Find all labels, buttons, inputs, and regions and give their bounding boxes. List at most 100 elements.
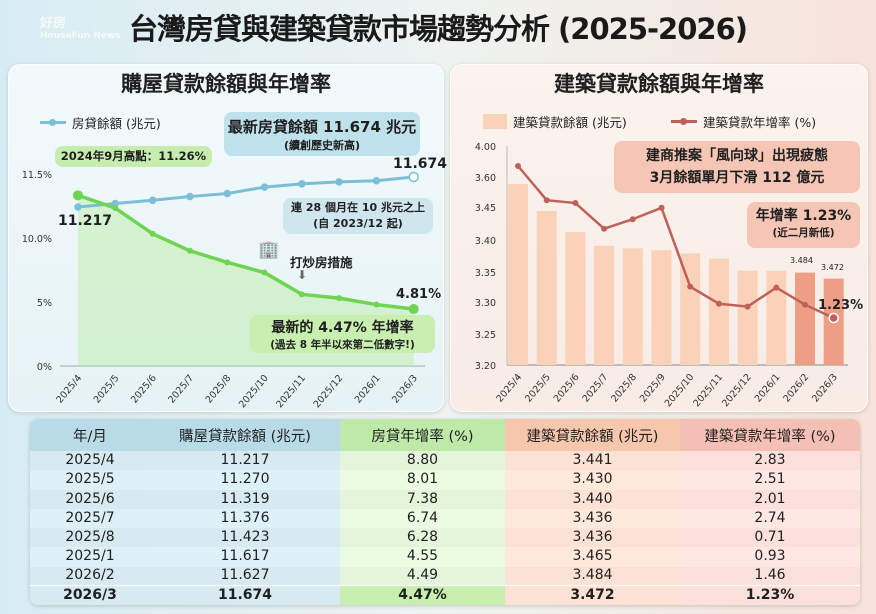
table-row: 2025/4 11.217 8.80 3.441 2.83 — [30, 451, 860, 471]
column-header: 年/月 — [30, 419, 150, 451]
building-money-icon: 🏢 — [258, 240, 280, 260]
table-cell: 1.23% — [680, 585, 860, 605]
bar — [737, 270, 758, 365]
rate-point — [261, 269, 268, 276]
table-cell: 11.674 — [150, 585, 340, 605]
policy-label: 打炒房措施 — [290, 255, 353, 270]
construction-rate-end-label: 1.23% — [818, 298, 864, 313]
rate-point — [715, 300, 722, 307]
balance-line — [77, 175, 414, 209]
rate-point — [543, 197, 550, 204]
table-cell: 2025/6 — [30, 489, 150, 509]
y-tick-label: 0% — [37, 362, 52, 373]
table-cell: 7.38 — [340, 489, 505, 509]
table-cell: 4.47% — [340, 585, 505, 605]
rate-end-label: 4.81% — [396, 287, 442, 302]
table-cell: 3.436 — [505, 528, 680, 548]
watermark-logo: 好房 HouseFun News — [40, 16, 121, 41]
table-cell: 2.74 — [680, 508, 860, 528]
y-tick-label: 3.60 — [475, 173, 496, 184]
table-cell: 4.49 — [340, 566, 505, 586]
table-cell: 2.51 — [680, 470, 860, 490]
x-tick-label: 2025/10 — [663, 372, 697, 409]
table-cell: 8.80 — [340, 451, 505, 471]
rate-point — [408, 304, 419, 315]
rate-point — [186, 247, 193, 254]
column-header: 購屋貸款餘額 (兆元) — [150, 419, 340, 451]
table-row: 2025/1 11.617 4.55 3.465 0.93 — [30, 547, 860, 567]
bar-label-mar: 3.472 — [821, 263, 844, 272]
y-tick-label: 5% — [37, 298, 52, 309]
y-tick-label: 3.25 — [475, 330, 496, 341]
data-table: 年/月 購屋貸款餘額 (兆元) 房貸年增率 (%) 建築貸款餘額 (兆元) 建築貸款年增… — [30, 419, 860, 605]
bar-label-feb: 3.484 — [790, 256, 813, 265]
column-header: 房貸年增率 (%) — [340, 419, 505, 451]
table-cell: 2025/4 — [30, 451, 150, 471]
x-tick-label: 2025/7 — [580, 372, 610, 405]
table-cell: 3.436 — [505, 508, 680, 528]
construction-main-callout: 建商推案「風向球」出現疲態 3月餘額單月下滑 112 億元 — [614, 141, 860, 193]
housing-chart-title: 購屋貸款餘額與年增率 — [121, 72, 331, 96]
legend-bar-label: 建築貸款餘額 (兆元) — [513, 115, 627, 130]
balance-point — [335, 178, 343, 186]
rate-point — [572, 200, 579, 207]
table-cell: 6.28 — [340, 528, 505, 548]
legend-line: 建築貸款年增率 (%) — [671, 112, 816, 131]
callout-subtext: (近二月新低) — [772, 227, 835, 239]
table-cell: 2.01 — [680, 489, 860, 509]
latest-balance-callout: 最新房貸餘額 11.674 兆元 (續創歷史新高) — [224, 112, 420, 156]
table-cell: 11.376 — [150, 508, 340, 528]
table-cell: 3.472 — [505, 585, 680, 605]
bar — [594, 245, 615, 365]
table-cell: 2026/2 — [30, 566, 150, 586]
table-cell: 8.01 — [340, 470, 505, 490]
legend-line-label: 建築貸款年增率 (%) — [703, 115, 817, 130]
table-header-row: 年/月 購屋貸款餘額 (兆元) 房貸年增率 (%) 建築貸款餘額 (兆元) 建築貸款年增… — [30, 419, 860, 451]
rate-point — [73, 190, 83, 201]
rate-point — [802, 301, 808, 308]
table-cell: 0.93 — [680, 547, 860, 567]
y-tick-label: 11.5% — [22, 170, 52, 181]
table-cell: 2025/1 — [30, 547, 150, 567]
table-row: 2026/2 11.627 4.49 3.484 1.46 — [30, 566, 860, 586]
bar — [708, 258, 729, 365]
x-tick-label: 2026/3 — [810, 372, 840, 405]
x-tick-label: 2026/1 — [753, 372, 783, 405]
rate-point — [149, 230, 156, 237]
rate-point — [828, 312, 839, 324]
x-tick-label: 2025/8 — [609, 372, 639, 405]
column-header: 建築貸款年增率 (%) — [680, 419, 860, 451]
legend-line-icon — [40, 119, 66, 126]
y-tick-label: 3.20 — [475, 361, 496, 372]
latest-rate-callout: 最新的 4.47% 年增率 (過去 8 年半以來第二低數字!) — [250, 315, 435, 353]
table-cell: 11.319 — [150, 489, 340, 509]
balance-point — [148, 196, 157, 205]
callout-text: 最新房貸餘額 11.674 兆元 — [227, 118, 417, 136]
rate-point — [629, 216, 636, 223]
table-cell: 2025/8 — [30, 528, 150, 548]
table-cell: 11.423 — [150, 528, 340, 548]
balance-point — [408, 171, 419, 183]
arrow-down-icon: ⬇ — [297, 268, 308, 282]
streak-callout: 連 28 個月在 10 兆元之上 (自 2023/12 起) — [283, 198, 433, 234]
rate-point — [112, 205, 119, 212]
table-cell: 3.465 — [505, 547, 680, 567]
x-tick-label: 2025/6 — [552, 372, 582, 405]
rate-point — [298, 291, 305, 298]
table-cell: 11.217 — [150, 451, 340, 471]
rate-point — [336, 295, 343, 302]
table-row: 2025/7 11.376 6.74 3.436 2.74 — [30, 508, 860, 528]
table-cell: 0.71 — [680, 528, 860, 548]
x-tick-label: 2025/11 — [691, 372, 725, 409]
peak-callout: 2024年9月高點：11.26% — [55, 146, 212, 167]
table-cell: 6.74 — [340, 508, 505, 528]
y-tick-label: 3.35 — [475, 268, 496, 279]
table-cell: 3.440 — [505, 489, 680, 509]
table-cell: 4.55 — [340, 547, 505, 567]
rate-point — [373, 301, 380, 308]
rate-line — [517, 165, 835, 320]
bar — [795, 272, 815, 365]
legend-bar-swatch — [483, 114, 507, 129]
table-row: 2026/3 11.674 4.47% 3.472 1.23% — [30, 585, 860, 605]
table-cell: 2026/3 — [30, 585, 150, 605]
